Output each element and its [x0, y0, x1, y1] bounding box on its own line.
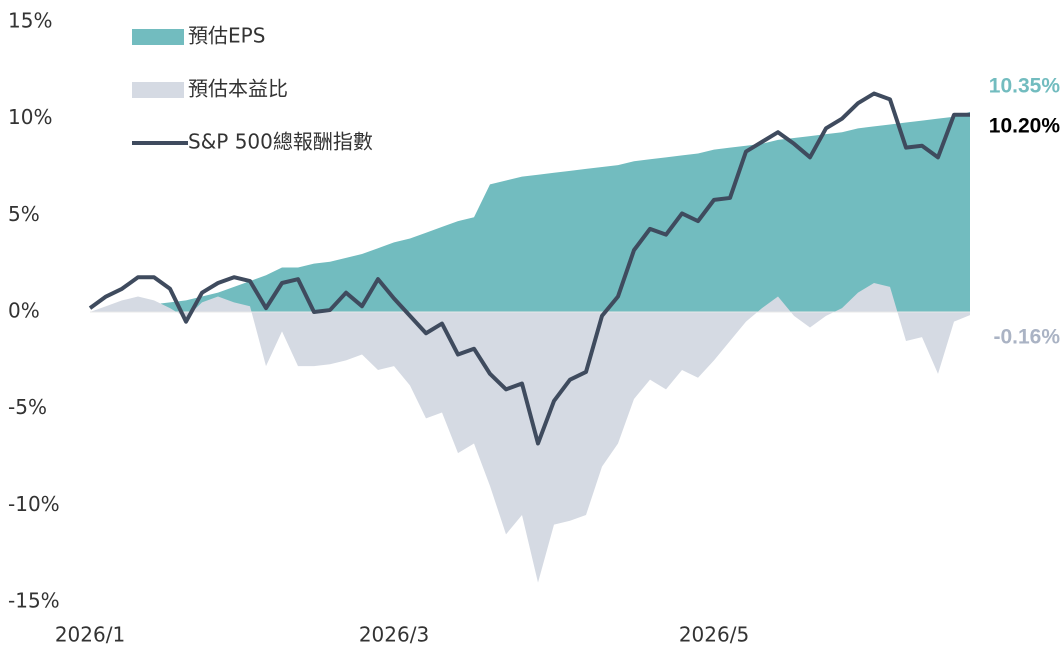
legend-label: 預估本益比 — [188, 77, 288, 101]
legend-swatch — [132, 29, 184, 45]
legend-label: 預估EPS — [188, 24, 265, 48]
area — [90, 111, 970, 313]
end-label: -0.16% — [993, 326, 1060, 349]
legend-label: S&P 500總報酬指數 — [188, 130, 373, 154]
x-tick-label: 2026/3 — [359, 623, 429, 647]
y-tick-label: -15% — [8, 589, 60, 613]
y-tick-label: 10% — [8, 105, 52, 129]
y-tick-label: 5% — [8, 202, 40, 226]
legend-swatch — [132, 82, 184, 98]
y-tick-label: -5% — [8, 395, 47, 419]
area — [90, 283, 970, 583]
x-tick-label: 2026/5 — [679, 623, 749, 647]
y-tick-label: 15% — [8, 9, 52, 33]
end-label: 10.35% — [989, 75, 1061, 98]
line — [88, 91, 970, 446]
y-tick-label: -10% — [8, 492, 60, 516]
end-label: 10.20% — [989, 115, 1061, 138]
x-tick-label: 2026/1 — [55, 623, 125, 647]
y-tick-label: 0% — [8, 299, 40, 323]
